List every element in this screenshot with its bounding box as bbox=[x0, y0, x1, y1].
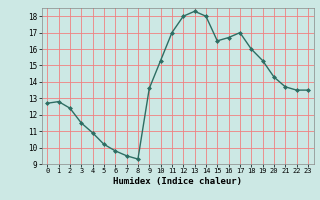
X-axis label: Humidex (Indice chaleur): Humidex (Indice chaleur) bbox=[113, 177, 242, 186]
